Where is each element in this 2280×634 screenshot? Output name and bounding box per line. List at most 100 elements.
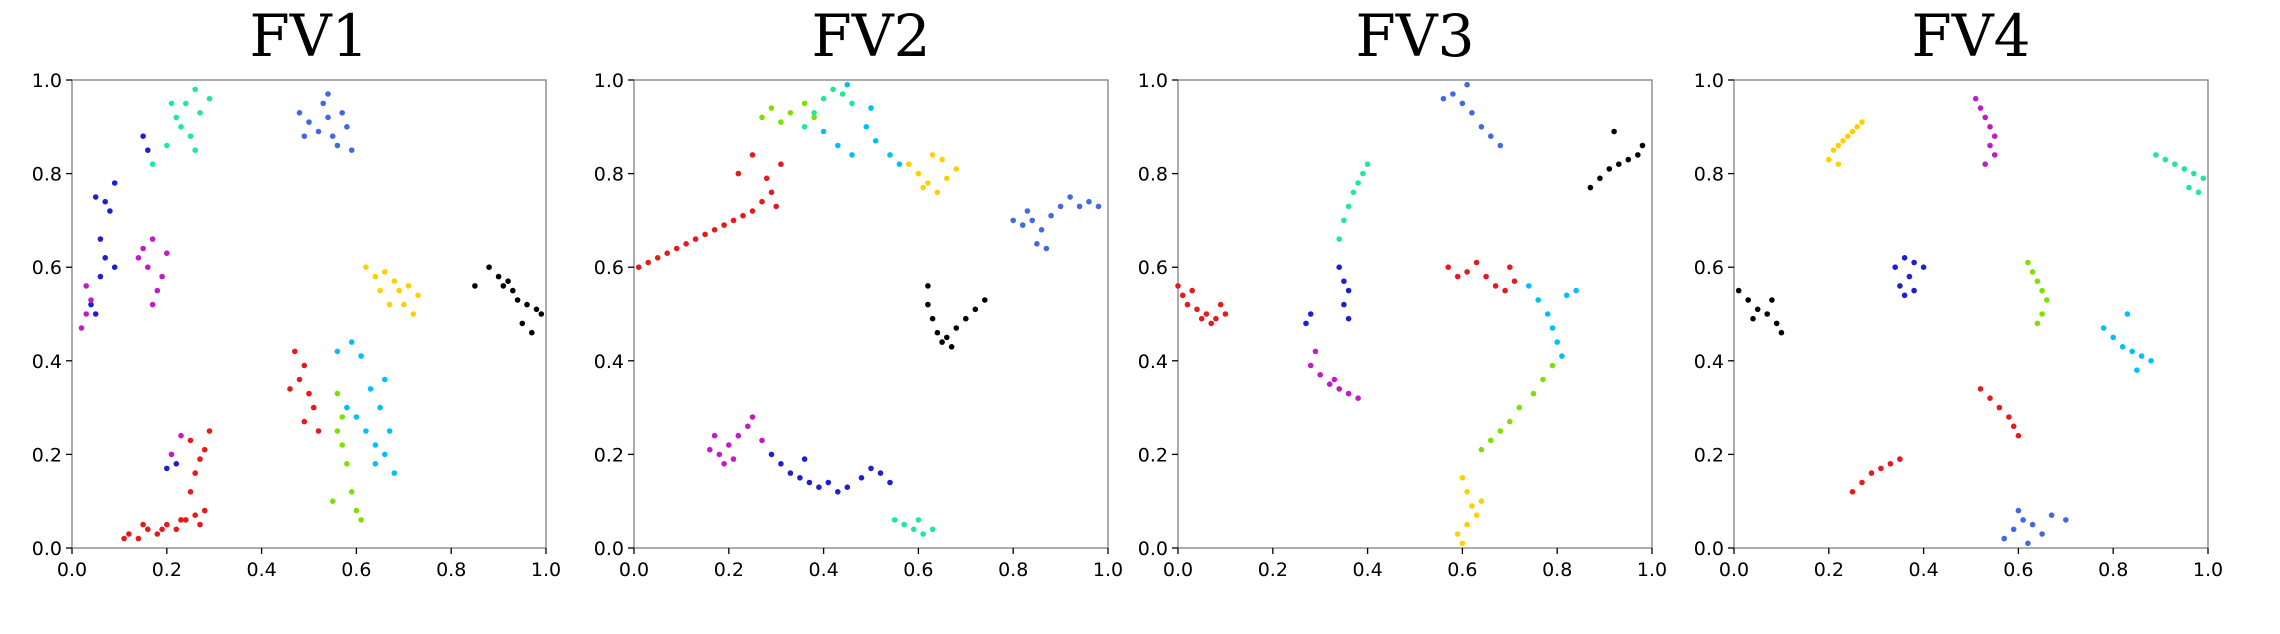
data-point: [1341, 217, 1347, 224]
data-point: [2006, 414, 2012, 420]
data-point: [301, 362, 308, 369]
data-point: [334, 390, 341, 397]
data-point: [192, 470, 198, 476]
data-point: [140, 521, 146, 528]
data-point: [2186, 184, 2192, 191]
cluster-9: [329, 390, 364, 523]
data-point: [405, 283, 412, 289]
data-point: [401, 301, 407, 308]
data-point: [183, 100, 189, 107]
x-tick-label: 0.4: [1908, 559, 1938, 581]
data-point: [2195, 189, 2202, 196]
cluster-6: [2025, 259, 2050, 327]
cluster-1: [1826, 119, 1865, 167]
data-point: [2039, 531, 2045, 537]
data-point: [839, 91, 846, 97]
y-tick-label: 0.0: [1138, 538, 1168, 560]
data-point: [730, 456, 737, 462]
y-tick-label: 0.8: [1694, 164, 1724, 186]
data-point: [925, 301, 931, 308]
data-point: [344, 124, 350, 130]
data-point: [154, 287, 161, 294]
data-point: [187, 133, 194, 139]
x-tick-label: 0.8: [998, 559, 1028, 581]
data-point: [1345, 315, 1352, 322]
data-point: [1840, 138, 1846, 144]
data-point: [787, 110, 794, 116]
data-point: [759, 437, 765, 444]
data-point: [372, 273, 379, 280]
data-point: [944, 175, 950, 182]
data-point: [915, 517, 922, 523]
data-point: [2063, 517, 2069, 523]
data-point: [2119, 344, 2126, 350]
y-tick-label: 1.0: [594, 70, 624, 92]
data-point: [178, 124, 184, 130]
data-point: [367, 386, 374, 392]
data-point: [164, 250, 170, 256]
cluster-8: [1849, 386, 2022, 495]
data-point: [1213, 315, 1219, 322]
data-point: [1849, 489, 1856, 495]
data-point: [78, 325, 85, 331]
data-point: [1024, 208, 1031, 214]
data-point: [1991, 152, 1998, 158]
data-point: [716, 451, 723, 458]
x-tick-label: 0.6: [341, 559, 371, 581]
data-point: [749, 208, 756, 214]
data-point: [187, 489, 194, 495]
y-tick-label: 0.2: [594, 444, 624, 466]
data-point: [1336, 236, 1342, 242]
data-point: [363, 264, 369, 271]
data-point: [934, 329, 941, 336]
data-point: [1459, 540, 1466, 547]
data-point: [519, 320, 526, 327]
data-point: [1303, 320, 1309, 327]
cluster-7: [2100, 311, 2154, 374]
data-point: [1488, 437, 1494, 444]
data-point: [1826, 156, 1832, 163]
plot-frame: [71, 79, 547, 549]
data-point: [296, 110, 303, 116]
data-point: [806, 479, 813, 486]
data-point: [1972, 95, 1979, 102]
x-tick-label: 0.2: [152, 559, 182, 581]
x-tick-label: 0.6: [2003, 559, 2033, 581]
data-point: [358, 517, 364, 523]
data-point: [1854, 124, 1860, 130]
data-point: [111, 180, 118, 186]
data-point: [730, 217, 737, 224]
data-point: [1086, 198, 1092, 205]
y-tick-label: 0.6: [594, 257, 624, 279]
y-tick-label: 0.4: [594, 351, 624, 373]
data-point: [1307, 311, 1314, 317]
data-point: [849, 152, 855, 158]
data-point: [533, 306, 540, 313]
cluster-6: [1010, 194, 1102, 252]
data-point: [97, 236, 104, 242]
cluster-1: [635, 152, 784, 271]
data-point: [673, 245, 680, 252]
data-point: [1606, 166, 1613, 172]
data-point: [145, 264, 151, 271]
data-point: [825, 479, 832, 486]
data-point: [2153, 152, 2159, 158]
data-point: [872, 138, 879, 144]
scatter-panel-4: FV4 0.0 0.2 0.4 0.6 0.8 1.0 0.0 0.2 0.4 0.6 0.8 1.0: [1694, 2, 2223, 581]
data-point: [1911, 287, 1917, 294]
data-point: [315, 428, 322, 434]
data-point: [486, 264, 492, 271]
data-point: [107, 208, 113, 214]
data-point: [749, 414, 756, 420]
data-point: [1549, 362, 1556, 369]
data-point: [2029, 269, 2036, 275]
data-point: [472, 283, 478, 289]
data-point: [1198, 315, 1205, 322]
data-point: [2181, 166, 2188, 172]
cluster-3: [801, 86, 936, 537]
data-point: [140, 245, 146, 252]
y-tick-label: 0.8: [1138, 164, 1168, 186]
cluster-4: [1307, 348, 1361, 402]
data-point: [348, 489, 355, 495]
data-point: [1987, 124, 1993, 130]
